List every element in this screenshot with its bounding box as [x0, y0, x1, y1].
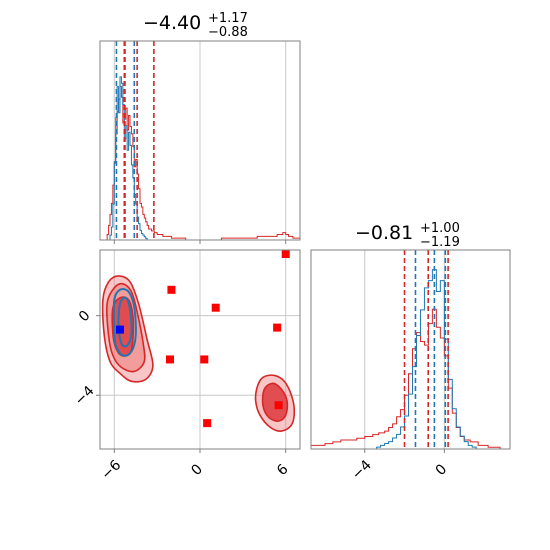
red-marker [211, 303, 220, 312]
red-marker [200, 355, 209, 364]
x-tick-label-param2: −4 [349, 457, 375, 483]
x-tick-label-param2: 0 [433, 461, 451, 479]
blue-histogram-param2 [372, 269, 477, 450]
title-param1-upper: +1.17 [208, 11, 248, 26]
y-tick-label-param2: −4 [72, 383, 98, 409]
red-marker [166, 355, 174, 364]
x-tick-label-param1: 6 [274, 461, 292, 479]
red-marker [281, 250, 290, 258]
title-param2: −0.81 +1.00 −1.19 [355, 221, 460, 250]
red-histogram-param2 [310, 308, 510, 450]
joint-panel: −6 0 6 −4 0 [72, 249, 301, 483]
title-param2-value: −0.81 [355, 222, 413, 244]
marginal-param2-frame [310, 249, 511, 450]
red-marker [167, 285, 176, 294]
blue-contour [117, 296, 133, 348]
red-marker [273, 323, 282, 332]
title-param1-value: −4.40 [143, 12, 201, 34]
red-marker [203, 419, 212, 428]
y-tick-label-param2: 0 [76, 308, 94, 326]
title-param2-lower: −1.19 [420, 235, 460, 250]
blue-marker [116, 325, 124, 334]
title-param1: −4.40 +1.17 −0.88 [143, 11, 248, 40]
joint-frame [99, 249, 301, 450]
marginal-param1-frame [99, 40, 301, 241]
blue-contour [112, 288, 137, 357]
red-histogram-param1 [100, 85, 301, 241]
joint-contours [101, 250, 296, 432]
title-param2-upper: +1.00 [420, 221, 460, 236]
x-tick-label-param1: −6 [99, 457, 125, 483]
red-marker [274, 401, 283, 410]
x-tick-label-param1: 0 [188, 461, 206, 479]
title-param1-lower: −0.88 [208, 25, 248, 40]
marginal-param1-panel [99, 40, 301, 244]
marginal-param2-panel: −4 0 [310, 249, 511, 483]
